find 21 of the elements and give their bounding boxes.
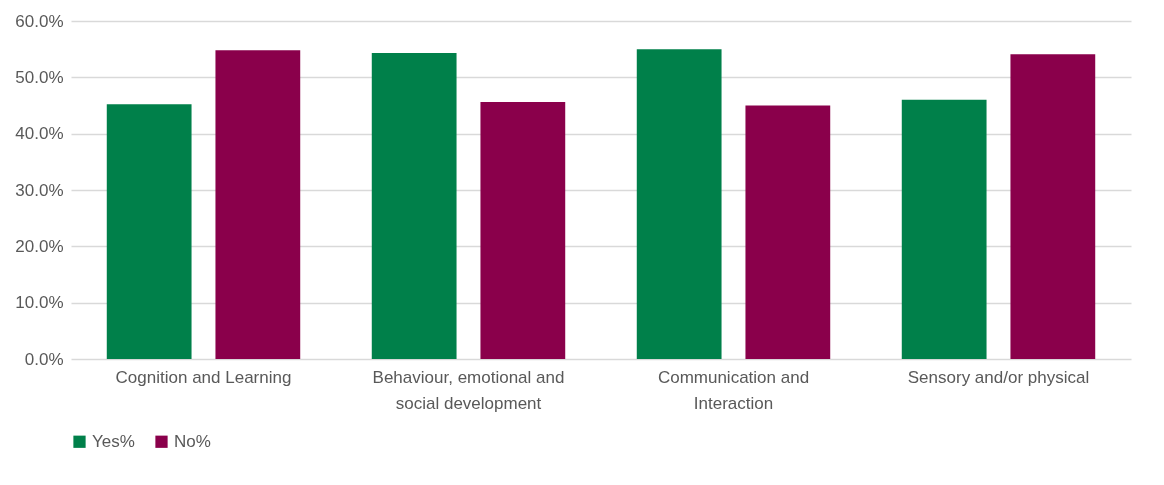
y-tick-label: 10.0%: [15, 293, 64, 313]
bar: [636, 49, 722, 359]
bar: [215, 50, 301, 359]
x-tick-label: Cognition and Learning: [115, 367, 292, 387]
y-tick-label: 30.0%: [15, 180, 64, 200]
x-tick-label: Communication and Interaction: [657, 367, 810, 413]
y-tick-label: 40.0%: [15, 124, 64, 144]
bar: [480, 102, 566, 359]
bar: [745, 105, 831, 359]
legend-label: No%: [174, 431, 211, 451]
bar: [901, 99, 987, 359]
x-tick-label: Sensory and/or physical: [907, 367, 1090, 387]
bar: [106, 104, 192, 359]
y-tick-label: 60.0%: [15, 11, 64, 31]
y-tick-label: 20.0%: [15, 236, 64, 256]
legend-label: Yes%: [92, 431, 135, 451]
x-tick-label: Behaviour, emotional and social development: [372, 367, 565, 413]
y-tick-label: 0.0%: [24, 349, 64, 369]
bar: [1010, 54, 1096, 359]
bar: [371, 53, 457, 359]
y-tick-label: 50.0%: [15, 67, 64, 87]
